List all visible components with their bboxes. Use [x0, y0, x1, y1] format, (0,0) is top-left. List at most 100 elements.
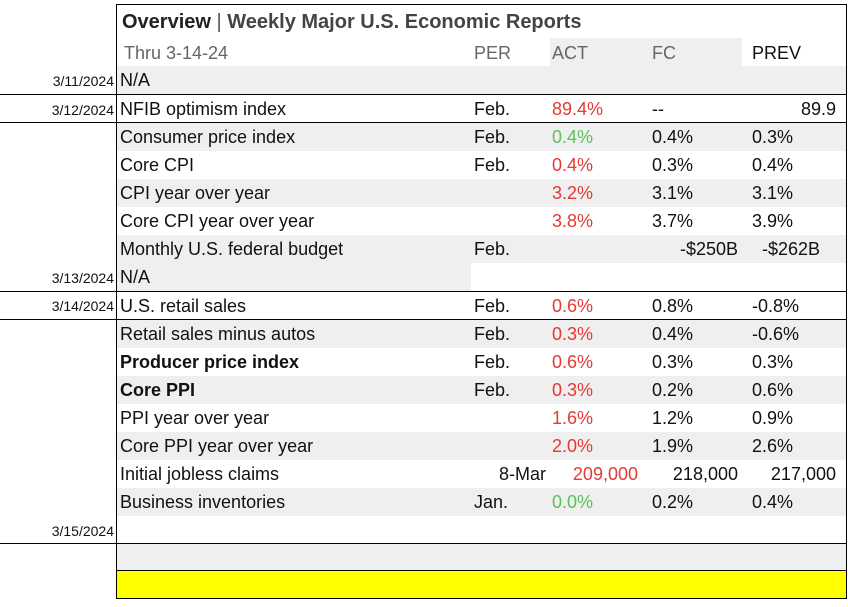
report-actual: 0.3%	[552, 324, 594, 344]
report-forecast: 0.3%	[652, 352, 694, 372]
report-forecast: 0.3%	[652, 155, 694, 175]
table-left-border	[116, 4, 117, 599]
report-forecast: 0.2%	[652, 380, 694, 400]
report-period: 8-Mar	[498, 464, 546, 484]
report-previous: 3.9%	[752, 211, 794, 231]
report-previous: 0.4%	[752, 155, 794, 175]
report-previous: 0.9%	[752, 408, 794, 428]
report-period: Feb.	[474, 352, 511, 372]
report-name: PPI year over year	[120, 408, 270, 428]
report-period: Feb.	[474, 324, 511, 344]
report-forecast: 3.7%	[652, 211, 694, 231]
report-actual: 0.4%	[552, 127, 594, 147]
report-forecast: 0.2%	[652, 492, 694, 512]
report-previous: -0.8%	[752, 296, 800, 316]
report-name: U.S. retail sales	[120, 296, 247, 316]
report-previous: 89.9	[800, 99, 836, 119]
report-actual: 0.6%	[552, 296, 594, 316]
report-period: Feb.	[474, 99, 511, 119]
report-actual: 3.2%	[552, 183, 594, 203]
col-header-act: ACT	[552, 43, 588, 63]
row-shade-9	[116, 488, 846, 516]
report-period: Feb.	[474, 127, 511, 147]
row-shade-5	[116, 263, 471, 291]
report-period: Jan.	[474, 492, 509, 512]
report-actual: 1.6%	[552, 408, 594, 428]
subtitle: Thru 3-14-24	[124, 43, 229, 63]
date-3-15: 3/15/2024	[51, 523, 114, 539]
report-forecast: 3.1%	[652, 183, 694, 203]
row-shade-6	[116, 320, 846, 348]
report-name: Consumer price index	[120, 127, 296, 147]
report-actual: 0.4%	[552, 155, 594, 175]
report-forecast: 0.4%	[652, 324, 694, 344]
title-separator: |	[210, 11, 228, 33]
table-bottom-border	[116, 598, 847, 599]
report-name: Producer price index	[120, 352, 300, 372]
row-shade-10	[116, 543, 846, 571]
divider-3-13	[0, 291, 847, 292]
row-shade-2	[116, 123, 846, 151]
report-period: Feb.	[474, 155, 511, 175]
report-name: NFIB optimism index	[120, 99, 287, 119]
report-actual: 209,000	[572, 464, 638, 484]
report-forecast: -$250B	[679, 239, 738, 259]
report-previous: 0.3%	[752, 352, 794, 372]
row-shade-3	[116, 179, 846, 207]
report-actual: 2.0%	[552, 436, 594, 456]
report-name: Business inventories	[120, 492, 286, 512]
report-name: Core CPI year over year	[120, 211, 315, 231]
col-header-per: PER	[474, 43, 512, 63]
report-previous: 217,000	[770, 464, 836, 484]
report-name: CPI year over year	[120, 183, 271, 203]
title-bold: Overview	[122, 11, 211, 33]
date-3-12: 3/12/2024	[51, 102, 114, 118]
col-header-prev: PREV	[752, 43, 802, 63]
report-previous: 3.1%	[752, 183, 794, 203]
page-title: Overview | Weekly Major U.S. Economic Re…	[122, 11, 581, 34]
report-name: Core PPI year over year	[120, 436, 314, 456]
report-previous: 0.6%	[752, 380, 794, 400]
divider-3-11	[0, 94, 847, 95]
report-name: N/A	[120, 267, 151, 287]
report-previous: 2.6%	[752, 436, 794, 456]
report-name: Core CPI	[120, 155, 195, 175]
report-name: Retail sales minus autos	[120, 324, 316, 344]
report-actual: 0.3%	[552, 380, 594, 400]
date-3-11: 3/11/2024	[52, 73, 114, 89]
report-actual: 3.8%	[552, 211, 594, 231]
report-name: Initial jobless claims	[120, 464, 280, 484]
report-name: N/A	[120, 70, 151, 90]
report-previous: 0.3%	[752, 127, 794, 147]
report-name: Core PPI	[120, 380, 196, 400]
report-forecast: --	[652, 99, 664, 119]
table-right-border	[846, 4, 847, 599]
report-forecast: 1.9%	[652, 436, 694, 456]
row-shade-8	[116, 432, 846, 460]
report-forecast: 1.2%	[652, 408, 694, 428]
header-act-shade	[550, 38, 742, 66]
title-rest: Weekly Major U.S. Economic Reports	[227, 11, 582, 33]
date-3-14: 3/14/2024	[51, 298, 114, 314]
date-3-13: 3/13/2024	[51, 270, 114, 286]
table-top-border	[116, 4, 847, 5]
row-shade-7	[116, 376, 846, 404]
report-period: Feb.	[474, 296, 511, 316]
report-forecast: 0.8%	[652, 296, 694, 316]
highlight-row	[116, 571, 846, 599]
row-shade-1	[116, 66, 846, 94]
report-forecast: 218,000	[672, 464, 738, 484]
report-forecast: 0.4%	[652, 127, 694, 147]
report-period: Feb.	[474, 239, 511, 259]
col-header-fc: FC	[652, 43, 676, 63]
report-previous: -$262B	[761, 239, 820, 259]
report-actual: 0.0%	[552, 492, 594, 512]
report-previous: -0.6%	[752, 324, 800, 344]
report-previous: 0.4%	[752, 492, 794, 512]
report-actual: 0.6%	[552, 352, 594, 372]
divider-3-14	[0, 319, 847, 320]
divider-highlight-top	[116, 570, 847, 571]
report-period: Feb.	[474, 380, 511, 400]
divider-3-12	[0, 122, 847, 123]
report-actual: 89.4%	[552, 99, 604, 119]
